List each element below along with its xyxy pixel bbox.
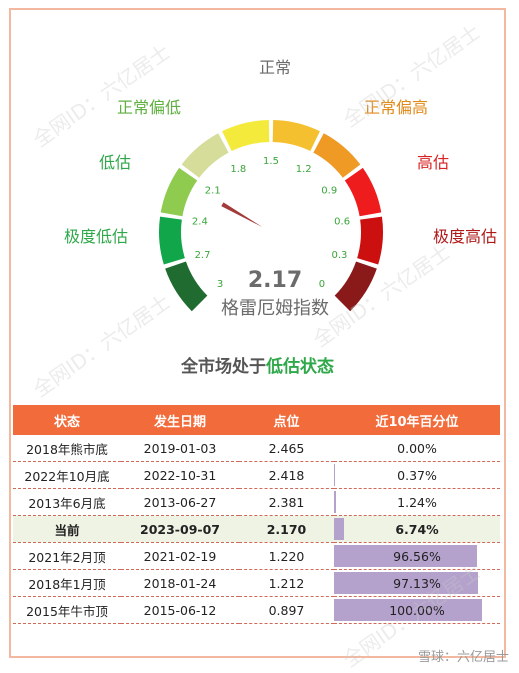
status-prefix: 全市场处于	[181, 357, 266, 377]
gauge-needle	[221, 202, 262, 227]
gauge-segment	[273, 120, 320, 151]
zone-label: 正常	[259, 58, 291, 77]
tick-label: 2.7	[195, 250, 211, 261]
tick-label: 2.4	[192, 217, 208, 228]
percentile-bar	[334, 464, 335, 486]
footer-watermark: 雪球：六亿居士	[418, 646, 509, 665]
zone-label: 正常偏高	[364, 98, 428, 117]
percentile-label: 0.00%	[397, 441, 437, 456]
header-state: 状态	[13, 405, 121, 435]
percentile-label: 96.56%	[393, 549, 441, 564]
row-state: 当前	[13, 516, 121, 543]
tick-label: 3	[217, 279, 223, 290]
zone-label: 正常偏低	[117, 98, 181, 117]
zone-label: 极度高估	[433, 227, 497, 246]
row-state: 2018年熊市底	[13, 435, 121, 462]
row-percentile: 97.13%	[334, 570, 500, 597]
row-state: 2013年6月底	[13, 489, 121, 516]
row-state: 2022年10月底	[13, 462, 121, 489]
status-highlight: 低估状态	[266, 357, 334, 377]
row-value: 2.170	[239, 516, 334, 543]
gauge-segment	[345, 168, 381, 216]
row-state: 2015年牛市顶	[13, 597, 121, 624]
gauge-chart: 3 2.7 2.4 2.1 1.8 1.5 1.2 0.9 0.6 0.3 0 极度低估 低估 正常偏低 正…	[11, 10, 504, 350]
percentile-label: 0.37%	[397, 468, 437, 483]
row-value: 1.220	[239, 543, 334, 570]
gauge-segment	[182, 133, 229, 178]
row-value: 2.418	[239, 462, 334, 489]
row-percentile: 1.24%	[334, 489, 500, 516]
row-date: 2019-01-03	[121, 435, 239, 462]
percentile-label: 6.74%	[395, 522, 438, 537]
gauge-segment	[313, 133, 360, 178]
header-value: 点位	[239, 405, 334, 435]
row-percentile: 100.00%	[334, 597, 500, 624]
row-percentile: 96.56%	[334, 543, 500, 570]
percentile-label: 100.00%	[389, 603, 445, 618]
gauge-segment	[161, 168, 197, 216]
row-state: 2018年1月顶	[13, 570, 121, 597]
tick-label: 1.8	[230, 164, 246, 175]
row-state: 2021年2月顶	[13, 543, 121, 570]
gauge-segment	[165, 261, 207, 311]
gauge-segment	[159, 217, 185, 265]
zone-label: 极度低估	[64, 227, 128, 246]
zone-label: 低估	[99, 153, 131, 172]
row-date: 2021-02-19	[121, 543, 239, 570]
row-value: 2.381	[239, 489, 334, 516]
row-value: 1.212	[239, 570, 334, 597]
row-date: 2022-10-31	[121, 462, 239, 489]
row-value: 2.465	[239, 435, 334, 462]
table-header-row: 状态 发生日期 点位 近10年百分位	[13, 405, 500, 435]
tick-label: 0.3	[332, 250, 348, 261]
percentile-bar	[334, 518, 344, 540]
tick-label: 1.5	[263, 156, 279, 167]
percentile-label: 97.13%	[393, 576, 441, 591]
header-percentile: 近10年百分位	[334, 405, 500, 435]
tick-label: 0.6	[334, 217, 350, 228]
header-date: 发生日期	[121, 405, 239, 435]
percentile-bar	[334, 491, 336, 513]
gauge-segment	[222, 120, 269, 151]
zone-label: 高估	[417, 153, 449, 172]
row-percentile: 0.37%	[334, 462, 500, 489]
percentile-label: 1.24%	[397, 495, 437, 510]
gauge-value: 2.17	[248, 268, 302, 293]
row-percentile: 6.74%	[334, 516, 500, 543]
row-date: 2023-09-07	[121, 516, 239, 543]
tick-label: 0.9	[321, 186, 337, 197]
gauge-title: 格雷厄姆指数	[221, 298, 329, 319]
row-date: 2013-06-27	[121, 489, 239, 516]
tick-label: 0	[319, 279, 325, 290]
tick-label: 2.1	[205, 186, 221, 197]
row-value: 0.897	[239, 597, 334, 624]
row-date: 2015-06-12	[121, 597, 239, 624]
row-percentile: 0.00%	[334, 435, 500, 462]
gauge-segment	[335, 261, 377, 311]
row-date: 2018-01-24	[121, 570, 239, 597]
status-line: 全市场处于低估状态	[11, 352, 504, 377]
tick-label: 1.2	[296, 164, 312, 175]
gauge-segment	[357, 217, 383, 265]
